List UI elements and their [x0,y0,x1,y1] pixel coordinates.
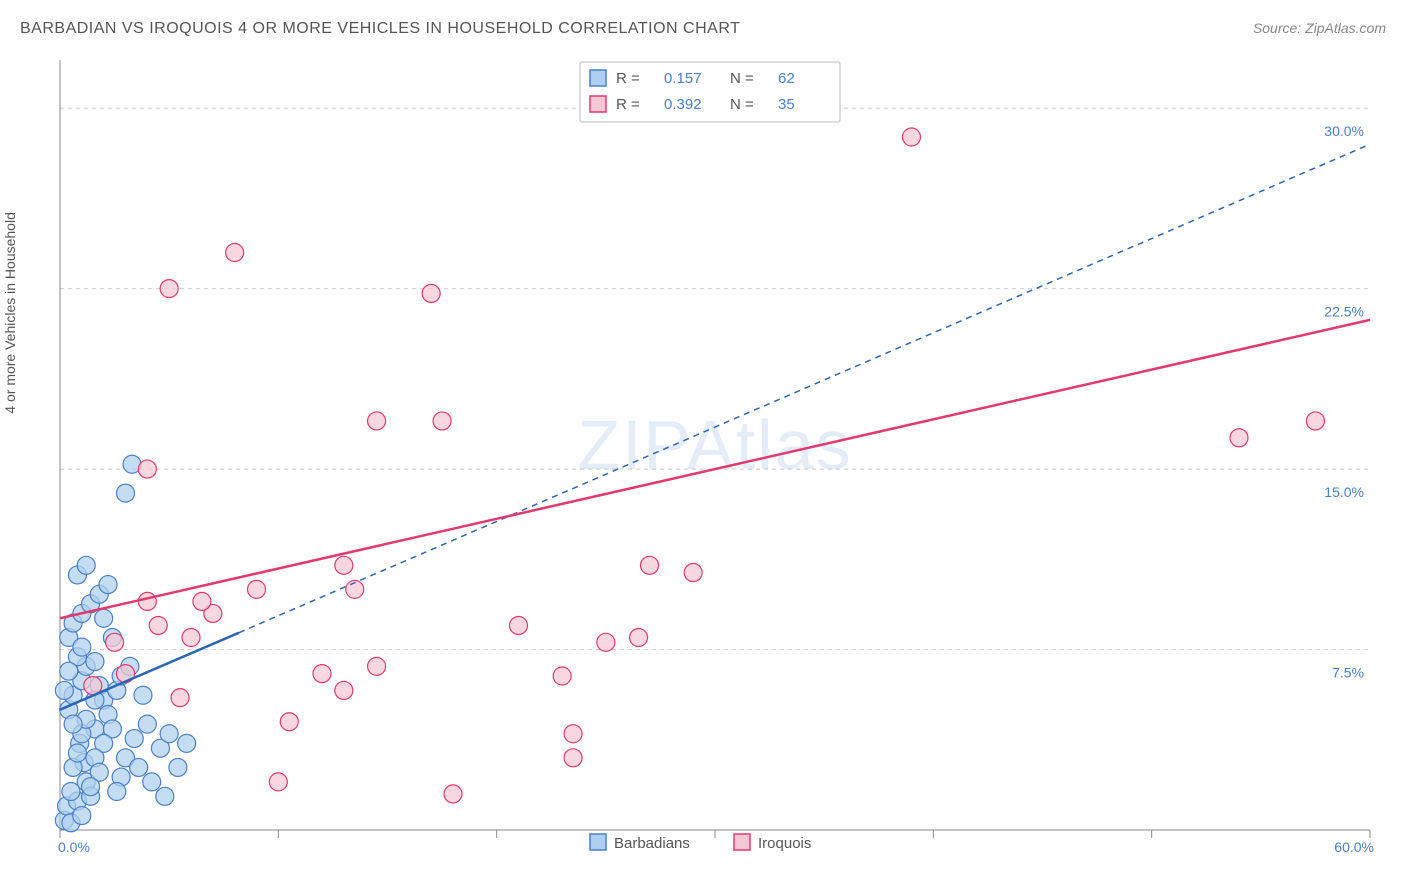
data-point [510,616,528,634]
legend-series-label: Barbadians [614,835,690,852]
data-point [82,778,100,796]
data-point [130,758,148,776]
data-point [64,715,82,733]
data-point [108,783,126,801]
legend-r-label: R = [616,70,640,87]
data-point [335,556,353,574]
data-point [138,592,156,610]
legend-swatch [590,96,606,112]
scatter-chart: 7.5% 15.0% 22.5% 30.0% 0.0% 60.0% ZIPAtlas R = 0… [50,50,1386,852]
data-point [368,657,386,675]
legend-n-label: N = [730,70,754,87]
chart-area: 7.5% 15.0% 22.5% 30.0% 0.0% 60.0% ZIPAtlas R = 0… [50,50,1386,852]
data-point [1230,429,1248,447]
data-point [125,730,143,748]
data-point [178,734,196,752]
legend-n-value: 62 [778,70,795,87]
source-name: ZipAtlas.com [1305,20,1386,36]
legend-swatch [590,834,606,850]
data-point [117,484,135,502]
data-point [149,616,167,634]
legend-series-label: Iroquois [758,835,811,852]
data-point [564,749,582,767]
y-tick-label: 15.0% [1324,484,1364,500]
data-point [138,715,156,733]
data-point [564,725,582,743]
data-point [444,785,462,803]
x-tick-label: 60.0% [1334,839,1374,852]
data-point [60,662,78,680]
data-point [335,681,353,699]
source-prefix: Source: [1253,20,1305,36]
data-point [597,633,615,651]
data-point [134,686,152,704]
x-tick-label: 0.0% [58,839,90,852]
data-point [433,412,451,430]
source-credit: Source: ZipAtlas.com [1253,20,1386,36]
data-point [99,576,117,594]
data-point [143,773,161,791]
data-point [86,653,104,671]
legend-r-label: R = [616,96,640,113]
legend-n-label: N = [730,96,754,113]
data-point [171,689,189,707]
y-tick-label: 7.5% [1332,665,1364,681]
y-tick-label: 22.5% [1324,304,1364,320]
data-point [226,244,244,262]
data-point [193,592,211,610]
data-point [138,460,156,478]
chart-title: BARBADIAN VS IROQUOIS 4 OR MORE VEHICLES… [20,20,740,38]
data-point [553,667,571,685]
data-point [903,128,921,146]
data-point [684,564,702,582]
legend-swatch [590,70,606,86]
data-point [313,665,331,683]
data-point [269,773,287,791]
legend-r-value: 0.392 [664,96,702,113]
data-point [106,633,124,651]
legend-swatch [734,834,750,850]
data-point [160,725,178,743]
y-tick-label: 30.0% [1324,123,1364,139]
legend-n-value: 35 [778,96,795,113]
data-point [1306,412,1324,430]
data-point [156,787,174,805]
data-point [630,629,648,647]
legend-r-value: 0.157 [664,70,702,87]
data-point [95,609,113,627]
trend-line-extrapolated [239,144,1370,632]
data-point [55,681,73,699]
data-point [169,758,187,776]
data-point [62,783,80,801]
data-point [77,556,95,574]
y-axis-label: 4 or more Vehicles in Household [2,212,18,414]
data-point [73,807,91,825]
data-point [73,638,91,656]
data-point [280,713,298,731]
data-point [641,556,659,574]
data-point [68,744,86,762]
data-point [248,580,266,598]
data-point [160,280,178,298]
data-point [182,629,200,647]
watermark: ZIPAtlas [577,406,852,484]
data-point [368,412,386,430]
data-point [422,284,440,302]
